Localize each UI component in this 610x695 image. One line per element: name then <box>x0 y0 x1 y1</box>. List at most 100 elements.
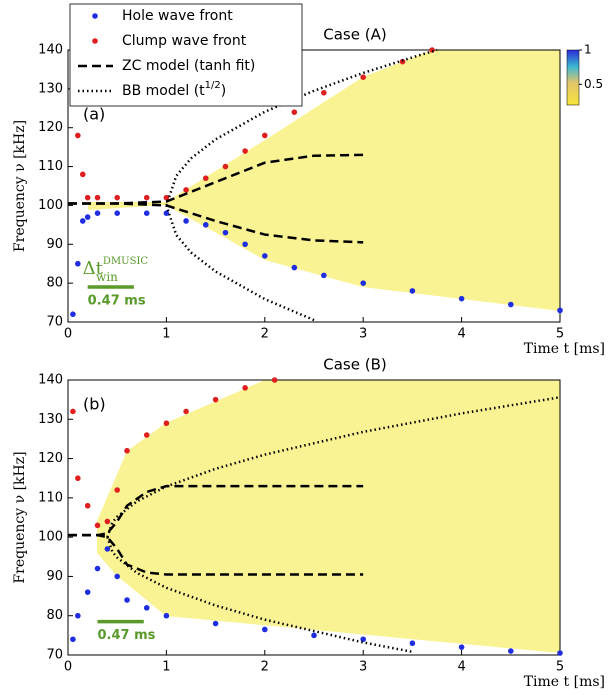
data-point <box>360 636 367 643</box>
data-point <box>75 260 81 267</box>
data-point <box>183 187 189 193</box>
data-point <box>143 605 150 611</box>
data-point <box>124 597 130 603</box>
data-point <box>75 475 81 482</box>
data-point <box>70 636 76 643</box>
x-tick-label: 0 <box>64 327 72 342</box>
x-tick-label: 5 <box>556 327 564 342</box>
plot-frame <box>67 379 561 656</box>
data-point <box>242 148 248 154</box>
data-point <box>242 241 248 248</box>
data-point <box>557 650 563 656</box>
legend-marker <box>92 38 98 44</box>
y-axis-label: Frequency ν [kHz] <box>12 451 28 583</box>
legend-marker <box>92 13 98 19</box>
x-tick-label: 1 <box>162 660 170 675</box>
data-point <box>114 573 120 580</box>
x-tick-label: 4 <box>457 660 465 675</box>
y-tick-label: 100 <box>38 530 63 545</box>
data-point <box>143 432 150 438</box>
data-point <box>458 295 465 302</box>
data-point <box>94 522 101 529</box>
data-point <box>94 565 101 572</box>
y-axis-label: Frequency ν [kHz] <box>12 120 28 252</box>
panel-label: (b) <box>83 395 106 414</box>
data-point <box>409 288 416 294</box>
data-point <box>321 272 327 279</box>
data-point <box>94 210 101 216</box>
x-axis-label: Time t [ms] <box>524 341 605 357</box>
x-tick-label: 4 <box>457 327 465 342</box>
data-point <box>143 210 150 216</box>
data-point <box>163 420 170 427</box>
data-point <box>458 644 465 650</box>
data-point <box>262 132 268 139</box>
plot-frame <box>67 49 561 323</box>
legend-text: ) <box>221 83 226 99</box>
data-point <box>212 396 219 403</box>
colorbar <box>566 49 580 106</box>
data-point <box>70 408 76 415</box>
data-point <box>291 264 298 271</box>
x-tick-label: 0 <box>64 660 72 675</box>
data-point <box>242 385 248 391</box>
data-point <box>114 487 120 493</box>
data-point <box>124 447 130 454</box>
y-tick-label: 130 <box>38 412 63 427</box>
data-point <box>163 194 170 201</box>
data-point <box>75 612 81 619</box>
y-tick-label: 90 <box>46 569 63 584</box>
chart-title: Case (A) <box>323 26 386 44</box>
y-tick-label: 100 <box>38 198 63 213</box>
subscript: win <box>96 270 118 284</box>
x-tick-label: 1 <box>162 327 170 342</box>
scale-bar-label: 0.47 ms <box>88 294 146 309</box>
symbol: Δt <box>83 258 104 279</box>
data-point <box>202 175 209 182</box>
data-point <box>75 132 81 139</box>
data-point <box>271 377 278 383</box>
y-tick-label: 80 <box>46 276 63 291</box>
colorbar-tick-label: 0.5 <box>584 77 603 91</box>
data-point <box>84 589 91 595</box>
data-point <box>70 311 76 318</box>
data-point <box>143 194 150 201</box>
data-point <box>222 229 229 236</box>
data-point <box>84 194 91 201</box>
data-point <box>360 74 367 80</box>
dotted-line <box>106 396 561 538</box>
spectrogram-backdrop <box>88 50 560 311</box>
y-tick-label: 140 <box>38 373 63 388</box>
data-point <box>202 222 209 228</box>
data-point <box>508 648 514 654</box>
data-point <box>114 194 120 201</box>
legend-text: BB model (t <box>122 83 205 99</box>
data-point <box>104 546 111 552</box>
y-tick-label: 70 <box>46 648 63 663</box>
dashed-line <box>68 202 364 244</box>
data-point <box>409 640 416 647</box>
panel-label: (a) <box>83 105 105 124</box>
legend-label: ZC model (tanh fit) <box>122 58 255 74</box>
y-tick-label: 120 <box>38 451 63 466</box>
dashed-line <box>68 533 364 576</box>
legend-label: Hole wave front <box>122 8 233 24</box>
superscript: DMUSIC <box>103 256 148 267</box>
legend-superscript: 1/2 <box>205 80 221 91</box>
data-point <box>262 626 268 633</box>
data-point <box>262 253 268 259</box>
data-point <box>104 518 111 525</box>
data-point <box>114 210 120 216</box>
legend-label: BB model (t1/2) <box>122 80 226 99</box>
y-tick-label: 90 <box>46 237 63 252</box>
x-tick-label: 2 <box>261 660 269 675</box>
legend-box <box>69 3 303 107</box>
y-tick-label: 120 <box>38 120 63 135</box>
data-point <box>321 89 327 96</box>
chart-title: Case (B) <box>323 356 386 374</box>
colorbar-tick-label: 1 <box>584 43 592 57</box>
data-point <box>84 214 91 220</box>
x-tick-label: 3 <box>359 660 367 675</box>
legend-label: Clump wave front <box>122 33 247 49</box>
